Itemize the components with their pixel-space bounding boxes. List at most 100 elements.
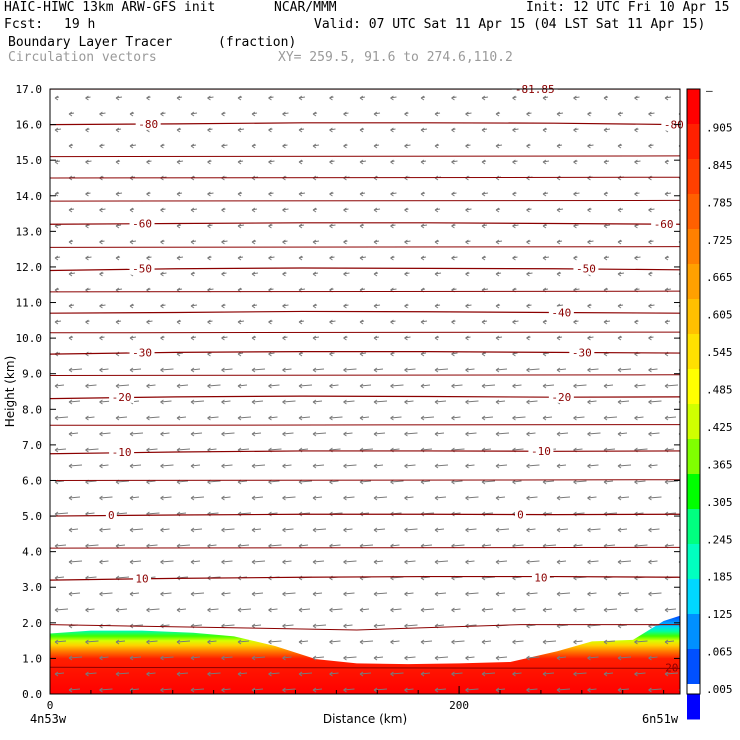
circulation-vector: [481, 671, 496, 677]
x-axis-title: Distance (km): [323, 712, 407, 726]
circulation-vector: [617, 175, 625, 181]
circulation-vector: [465, 303, 472, 309]
overlay-name: Circulation vectors: [8, 50, 157, 65]
circulation-vector: [404, 207, 409, 213]
circulation-vector: [603, 415, 618, 421]
circulation-vector: [451, 191, 457, 197]
circulation-vector: [251, 527, 262, 533]
y-tick-label: 16.0: [16, 119, 43, 132]
circulation-vector: [221, 367, 233, 373]
circulation-vector: [176, 383, 189, 389]
circulation-vector: [573, 607, 585, 613]
circulation-vector: [237, 351, 244, 357]
circulation-vector: [404, 431, 418, 437]
circulation-vector: [512, 127, 519, 133]
circulation-vector: [54, 415, 69, 421]
circulation-vector: [282, 623, 294, 629]
circulation-vector: [99, 271, 104, 277]
circulation-vector: [556, 527, 569, 533]
circulation-vector: [526, 655, 540, 661]
circulation-vector: [146, 415, 160, 421]
circulation-vector: [160, 687, 172, 693]
isotherm-label: -40: [551, 306, 571, 319]
circulation-vector: [99, 559, 109, 565]
circulation-vector: [617, 111, 624, 117]
circulation-vector: [251, 463, 266, 469]
circulation-vector: [268, 639, 282, 645]
circulation-vector: [237, 95, 243, 101]
circulation-vector: [556, 207, 564, 213]
circulation-vector: [343, 143, 348, 149]
circulation-vector: [129, 559, 142, 565]
isotherm-label: 10: [534, 571, 547, 584]
circulation-vector: [495, 143, 503, 149]
circulation-vector: [556, 591, 571, 597]
circulation-vector: [115, 607, 128, 613]
circulation-vector: [603, 319, 611, 325]
circulation-vector: [451, 319, 456, 325]
circulation-vector: [298, 415, 311, 421]
circulation-vector: [298, 639, 309, 645]
circulation-vector: [542, 607, 553, 613]
circulation-vector: [603, 255, 610, 261]
circulation-vector: [526, 591, 538, 597]
isotherm-label: -60: [132, 218, 152, 231]
circulation-vector: [526, 463, 540, 469]
circulation-vector: [115, 223, 122, 229]
circulation-vector: [526, 271, 533, 277]
y-tick-label: 7.0: [22, 439, 42, 452]
circulation-vector: [390, 223, 396, 229]
colorbar-label: .245: [706, 533, 733, 546]
circulation-vector: [373, 463, 384, 469]
circulation-vector: [434, 399, 447, 405]
circulation-vector: [176, 671, 189, 677]
circulation-vector: [617, 143, 623, 149]
circulation-vector: [465, 111, 472, 117]
circulation-vector: [85, 319, 90, 325]
circulation-vector: [390, 95, 397, 101]
circulation-vector: [115, 127, 122, 133]
circulation-vector: [176, 223, 182, 229]
circulation-vector: [282, 207, 289, 213]
circulation-vector: [312, 655, 325, 661]
circulation-vector: [434, 111, 441, 117]
circulation-vector: [190, 335, 197, 341]
circulation-vector: [329, 351, 335, 357]
circulation-vector: [251, 431, 262, 437]
circulation-vector: [664, 319, 671, 325]
circulation-vector: [329, 191, 334, 197]
circulation-vector: [648, 239, 654, 245]
circulation-vector: [237, 671, 248, 677]
circulation-vector: [160, 463, 174, 469]
colorbar-swatch: [687, 614, 700, 650]
circulation-vector: [451, 415, 461, 421]
circulation-vector: [268, 95, 274, 101]
circulation-vector: [373, 207, 381, 213]
circulation-vector: [512, 95, 517, 101]
isotherm-line: [50, 246, 680, 248]
circulation-vector: [343, 271, 350, 277]
circulation-vector: [329, 159, 335, 165]
field-units: (fraction): [218, 35, 297, 50]
circulation-vector: [99, 591, 113, 597]
circulation-vector: [85, 671, 97, 677]
circulation-vector: [526, 207, 532, 213]
circulation-vector: [312, 527, 327, 533]
circulation-vector: [404, 591, 414, 597]
colorbar-swatch: [687, 509, 700, 545]
circulation-vector: [160, 335, 165, 341]
circulation-vector: [512, 479, 522, 485]
circulation-vector: [512, 191, 517, 197]
circulation-vector: [512, 607, 526, 613]
circulation-vector: [617, 527, 628, 533]
circulation-vector: [556, 143, 563, 149]
circulation-vector: [526, 495, 538, 501]
isotherm-line: [50, 424, 680, 426]
circulation-vector: [465, 271, 470, 277]
circulation-vector: [268, 255, 275, 261]
circulation-vector: [526, 687, 538, 693]
circulation-vector: [190, 559, 201, 565]
circulation-vector: [420, 639, 433, 645]
circulation-vector: [373, 111, 381, 117]
circulation-vector: [648, 399, 662, 405]
